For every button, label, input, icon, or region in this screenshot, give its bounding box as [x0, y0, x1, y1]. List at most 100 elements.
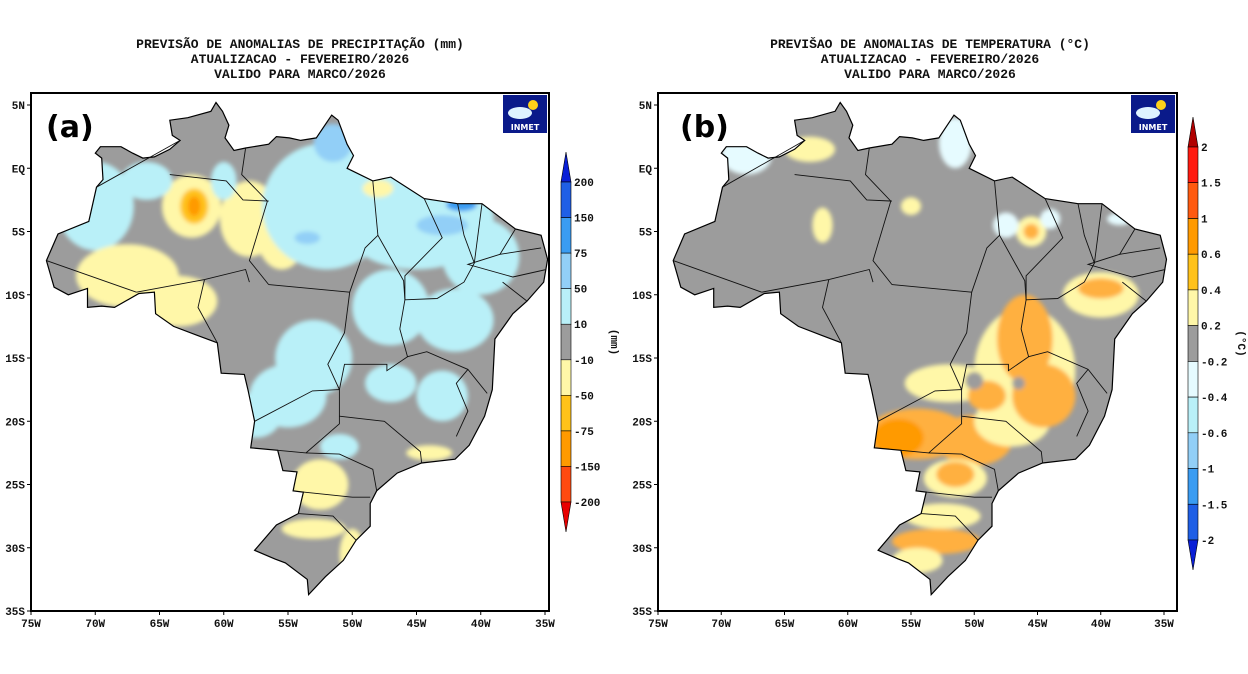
state-border — [327, 292, 351, 390]
state-border — [169, 174, 269, 202]
colorbar-segment — [1187, 396, 1199, 434]
lat-tick-label: 10S — [632, 291, 652, 303]
state-border — [338, 356, 408, 390]
anomaly-region — [281, 518, 346, 539]
state-border — [455, 369, 469, 437]
lat-tick-label: EQ — [12, 164, 26, 176]
lon-tick-label: 35W — [535, 619, 555, 631]
anomaly-region — [1040, 208, 1061, 229]
sun-icon — [528, 100, 538, 110]
state-border — [921, 513, 979, 541]
cloud-icon — [508, 107, 532, 119]
lon-tick-label: 40W — [471, 619, 491, 631]
colorbar-segment — [560, 394, 572, 432]
state-border — [339, 415, 423, 464]
anomaly-region — [965, 371, 984, 390]
lon-tick-label: 50W — [342, 619, 362, 631]
colorbar-segment — [1187, 503, 1199, 541]
colorbar-tick-label: -150 — [574, 462, 600, 474]
anomaly-region — [1023, 223, 1039, 240]
colorbar-tick-label: 200 — [574, 178, 594, 190]
lat-tick-label: 20S — [5, 417, 25, 429]
panel-b-title-line-3: VALIDO PARA MARCO/2026 — [844, 67, 1016, 82]
colorbar-tick-label: -50 — [574, 391, 594, 403]
anomaly-region — [120, 161, 173, 200]
colorbar-tick-label: 0.4 — [1201, 286, 1221, 298]
panel-b-state-borders — [673, 140, 1166, 541]
state-border — [404, 198, 443, 300]
anomaly-region — [1078, 278, 1124, 299]
lat-tick-label: 5N — [12, 101, 25, 113]
lon-tick-label: 45W — [1028, 619, 1048, 631]
colorbar-tick-label: -200 — [574, 498, 600, 510]
colorbar-segment — [560, 323, 572, 361]
anomaly-region — [900, 197, 922, 216]
anomaly-region — [352, 269, 430, 346]
state-border — [1025, 198, 1064, 300]
state-border — [722, 140, 805, 188]
anomaly-region — [140, 275, 218, 327]
lon-tick-label: 60W — [214, 619, 234, 631]
lon-tick-label: 50W — [964, 619, 984, 631]
colorbar-segment — [1187, 289, 1199, 326]
anomaly-region — [320, 433, 359, 460]
colorbar-tick-label: 50 — [574, 285, 587, 297]
state-border — [822, 279, 842, 344]
state-border — [197, 279, 218, 344]
panel-a-title-line-2: ATUALIZACAO - FEVEREIRO/2026 — [190, 52, 410, 67]
state-border — [1076, 369, 1089, 437]
colorbar-segment — [1187, 146, 1199, 184]
anomaly-region — [812, 207, 833, 243]
panel-a-title-line-3: VALIDO PARA MARCO/2026 — [214, 67, 386, 82]
anomaly-region — [993, 212, 1019, 238]
state-border — [926, 491, 992, 498]
state-border — [949, 292, 973, 390]
lon-tick-label: 70W — [85, 619, 105, 631]
state-border — [377, 235, 406, 329]
anomaly-region — [1012, 364, 1076, 428]
lon-tick-label: 75W — [648, 619, 668, 631]
panel-b-title: PREVIŠAO DE ANOMALIAS DE TEMPERATURA (°C… — [690, 37, 1170, 82]
colorbar-segment — [560, 466, 572, 503]
inmet-logo-text: INMET — [1139, 123, 1168, 132]
state-border — [46, 260, 137, 293]
colorbar-segment — [1187, 182, 1199, 219]
state-border — [794, 174, 893, 202]
colorbar-segment — [1187, 468, 1199, 505]
state-border — [349, 180, 379, 293]
anomaly-region — [442, 218, 520, 295]
anomaly-region — [416, 215, 468, 236]
colorbar-tick-label: 1 — [1201, 215, 1208, 227]
state-border — [1020, 328, 1108, 394]
panel-a-anomaly-fill — [46, 102, 548, 595]
state-border — [971, 180, 1000, 293]
panel-a-state-borders — [46, 140, 547, 541]
lat-tick-label: 15S — [632, 354, 652, 366]
state-border — [1086, 253, 1166, 278]
panel-a-title: PREVISÃO DE ANOMALIAS DE PRECIPITAÇÃO (m… — [60, 37, 540, 82]
lat-tick-label: 5S — [639, 228, 653, 240]
state-border — [473, 203, 483, 264]
colorbar-unit-label: (mm) — [607, 329, 619, 355]
colorbar-tick-label: 10 — [574, 320, 587, 332]
anomaly-region — [873, 418, 924, 457]
anomaly-region — [416, 288, 494, 352]
colorbar-tick-label: 1.5 — [1201, 179, 1221, 191]
colorbar-top-arrow — [1187, 116, 1199, 148]
state-border — [673, 260, 762, 293]
state-border — [761, 268, 874, 293]
state-border — [404, 203, 475, 301]
panel-b-inmet-logo: INMET — [1131, 95, 1175, 133]
lat-tick-label: EQ — [639, 164, 653, 176]
lat-tick-label: 5S — [12, 228, 26, 240]
colorbar-tick-label: 150 — [574, 214, 594, 226]
colorbar-tick-label: 0.6 — [1201, 250, 1221, 262]
colorbar-tick-label: -1.5 — [1201, 500, 1228, 512]
lon-tick-label: 60W — [838, 619, 858, 631]
lon-tick-label: 65W — [150, 619, 170, 631]
panel-b-anomaly-fill — [673, 102, 1167, 595]
inmet-logo-text: INMET — [511, 123, 540, 132]
lat-tick-label: 10S — [5, 291, 25, 303]
